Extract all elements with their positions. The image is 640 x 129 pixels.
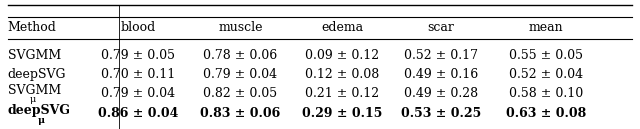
Text: 0.12 ± 0.08: 0.12 ± 0.08 <box>305 68 380 81</box>
Text: 0.55 ± 0.05: 0.55 ± 0.05 <box>509 49 583 62</box>
Text: 0.52 ± 0.17: 0.52 ± 0.17 <box>404 49 478 62</box>
Text: muscle: muscle <box>218 21 262 34</box>
Text: 0.78 ± 0.06: 0.78 ± 0.06 <box>204 49 278 62</box>
Text: 0.63 ± 0.08: 0.63 ± 0.08 <box>506 107 586 120</box>
Text: μ: μ <box>29 95 36 104</box>
Text: 0.21 ± 0.12: 0.21 ± 0.12 <box>305 87 380 100</box>
Text: μ: μ <box>38 116 45 125</box>
Text: 0.79 ± 0.04: 0.79 ± 0.04 <box>204 68 277 81</box>
Text: mean: mean <box>529 21 564 34</box>
Text: 0.86 ± 0.04: 0.86 ± 0.04 <box>98 107 179 120</box>
Text: 0.49 ± 0.28: 0.49 ± 0.28 <box>404 87 478 100</box>
Text: 0.53 ± 0.25: 0.53 ± 0.25 <box>401 107 481 120</box>
Text: SVGMM: SVGMM <box>8 84 61 96</box>
Text: SVGMM: SVGMM <box>8 49 61 62</box>
Text: 0.79 ± 0.04: 0.79 ± 0.04 <box>101 87 175 100</box>
Text: blood: blood <box>121 21 156 34</box>
Text: 0.49 ± 0.16: 0.49 ± 0.16 <box>404 68 478 81</box>
Text: deepSVG: deepSVG <box>8 104 71 117</box>
Text: 0.79 ± 0.05: 0.79 ± 0.05 <box>101 49 175 62</box>
Text: 0.70 ± 0.11: 0.70 ± 0.11 <box>101 68 175 81</box>
Text: 0.83 ± 0.06: 0.83 ± 0.06 <box>200 107 280 120</box>
Text: deepSVG: deepSVG <box>8 68 67 81</box>
Text: 0.29 ± 0.15: 0.29 ± 0.15 <box>302 107 383 120</box>
Text: 0.58 ± 0.10: 0.58 ± 0.10 <box>509 87 583 100</box>
Text: 0.09 ± 0.12: 0.09 ± 0.12 <box>305 49 380 62</box>
Text: Method: Method <box>8 21 56 34</box>
Text: 0.82 ± 0.05: 0.82 ± 0.05 <box>204 87 277 100</box>
Text: 0.52 ± 0.04: 0.52 ± 0.04 <box>509 68 583 81</box>
Text: scar: scar <box>428 21 454 34</box>
Text: edema: edema <box>321 21 364 34</box>
